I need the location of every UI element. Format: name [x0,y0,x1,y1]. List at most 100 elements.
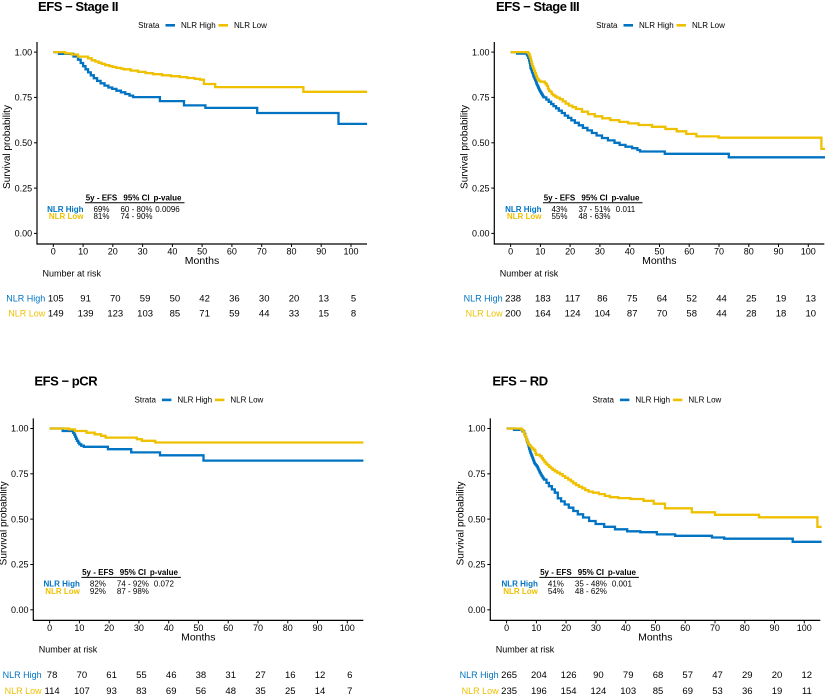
svg-text:40: 40 [621,623,631,633]
svg-text:54%: 54% [548,587,564,596]
svg-text:NLR Low: NLR Low [230,396,263,405]
svg-text:44: 44 [716,309,727,320]
svg-text:183: 183 [535,294,551,305]
svg-text:86: 86 [597,294,608,305]
svg-text:0.25: 0.25 [11,560,29,570]
svg-text:126: 126 [561,670,577,681]
svg-text:100: 100 [343,246,358,256]
svg-text:1.00: 1.00 [11,424,29,434]
svg-text:82%: 82% [90,579,106,588]
svg-text:74 - 92%: 74 - 92% [117,579,149,588]
svg-text:70: 70 [110,294,121,305]
svg-text:25: 25 [285,686,296,695]
svg-text:103: 103 [137,309,153,320]
svg-text:57: 57 [682,670,693,681]
svg-text:80: 80 [283,623,293,633]
svg-text:87: 87 [627,309,638,320]
svg-text:0: 0 [504,623,509,633]
svg-text:18: 18 [776,309,787,320]
svg-text:0.25: 0.25 [472,183,490,193]
svg-text:69%: 69% [93,205,109,214]
svg-text:0: 0 [508,246,513,256]
svg-text:43%: 43% [551,205,567,214]
svg-text:0: 0 [47,623,52,633]
svg-text:70: 70 [257,246,267,256]
svg-text:30: 30 [595,246,605,256]
svg-text:NLR High: NLR High [635,396,670,405]
svg-text:60: 60 [684,246,694,256]
svg-text:10: 10 [535,246,545,256]
svg-text:50: 50 [654,246,664,256]
svg-text:60: 60 [680,623,690,633]
svg-text:5y - EFS: 5y - EFS [540,568,572,577]
svg-text:36: 36 [229,294,240,305]
svg-text:10: 10 [806,309,817,320]
svg-text:0.75: 0.75 [15,93,33,103]
svg-text:105: 105 [48,294,64,305]
svg-text:0.00: 0.00 [11,605,29,615]
svg-text:5: 5 [351,294,356,305]
svg-text:EFS − Stage II: EFS − Stage II [38,0,118,14]
svg-text:44: 44 [259,309,270,320]
svg-text:NLR High: NLR High [505,205,542,214]
svg-text:0.00: 0.00 [468,605,486,615]
svg-text:50: 50 [197,246,207,256]
svg-text:238: 238 [505,294,521,305]
svg-text:0.50: 0.50 [15,138,33,148]
svg-text:NLR High: NLR High [460,670,499,680]
svg-text:149: 149 [48,309,64,320]
svg-text:95% CI: 95% CI [120,568,146,577]
svg-text:0.25: 0.25 [468,560,486,570]
svg-text:p-value: p-value [150,568,179,577]
svg-text:12: 12 [802,670,813,681]
svg-text:59: 59 [140,294,151,305]
svg-text:124: 124 [590,686,606,695]
svg-text:154: 154 [561,686,577,695]
svg-text:47: 47 [712,670,723,681]
svg-text:30: 30 [138,246,148,256]
svg-text:NLR High: NLR High [639,21,674,30]
svg-text:19: 19 [776,294,787,305]
svg-text:5y - EFS: 5y - EFS [544,194,576,203]
svg-text:20: 20 [565,246,575,256]
svg-text:Strata: Strata [593,396,615,405]
svg-text:NLR High: NLR High [501,579,538,588]
svg-text:0: 0 [51,246,56,256]
svg-text:Months: Months [642,255,676,267]
svg-text:8: 8 [351,309,356,320]
svg-text:64: 64 [657,294,668,305]
svg-text:61: 61 [106,670,117,681]
svg-text:Months: Months [185,255,219,267]
svg-text:30: 30 [259,294,270,305]
svg-text:NLR High: NLR High [177,396,212,405]
svg-text:5y - EFS: 5y - EFS [82,568,114,577]
svg-text:13: 13 [806,294,817,305]
svg-text:90: 90 [316,246,326,256]
svg-text:EFS − pCR: EFS − pCR [34,373,98,388]
svg-text:Survival probability: Survival probability [2,105,13,189]
svg-text:53: 53 [712,686,723,695]
svg-text:0.00: 0.00 [15,229,33,239]
svg-text:70: 70 [714,246,724,256]
svg-text:NLR High: NLR High [43,579,80,588]
svg-text:90: 90 [773,246,783,256]
svg-text:92%: 92% [90,587,106,596]
svg-text:EFS − Stage III: EFS − Stage III [496,0,579,14]
svg-text:Survival probability: Survival probability [459,105,470,189]
svg-text:Survival probability: Survival probability [0,481,9,565]
svg-text:NLR High: NLR High [47,205,84,214]
svg-text:NLR Low: NLR Low [45,587,80,596]
svg-text:60 - 80%: 60 - 80% [120,205,152,214]
svg-text:52: 52 [686,294,697,305]
svg-text:7: 7 [347,686,352,695]
svg-text:36: 36 [742,686,753,695]
svg-text:11: 11 [802,686,812,695]
svg-text:50: 50 [650,623,660,633]
svg-text:87 - 98%: 87 - 98% [117,587,149,596]
svg-text:25: 25 [746,294,757,305]
svg-text:56: 56 [196,686,207,695]
svg-text:164: 164 [535,309,551,320]
svg-text:91: 91 [80,294,91,305]
svg-text:NLR High: NLR High [3,670,42,680]
svg-text:90: 90 [312,623,322,633]
